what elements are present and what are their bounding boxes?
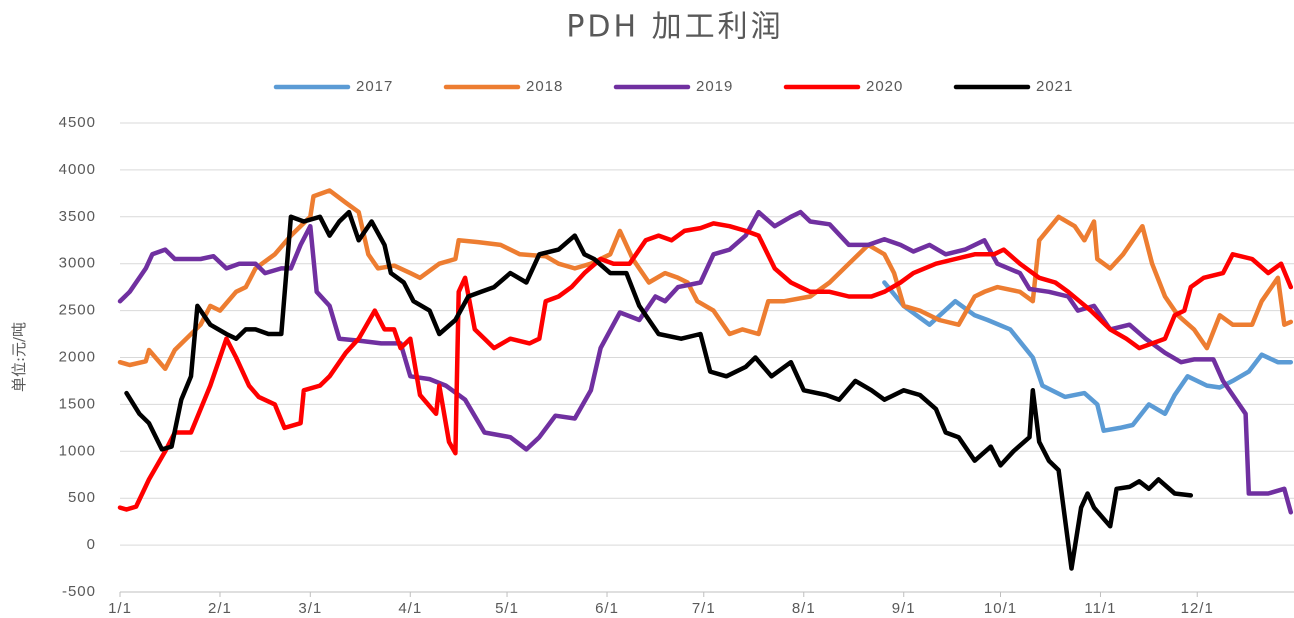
y-tick-label: 3500: [59, 208, 96, 225]
y-tick-label: 4000: [59, 161, 96, 178]
series-line: [882, 280, 1294, 433]
legend-label: 2020: [866, 78, 903, 95]
series-line: [117, 209, 1294, 515]
series-line: [117, 221, 1294, 512]
legend-label: 2018: [526, 78, 563, 95]
y-tick-label: 2000: [59, 348, 96, 365]
x-tick-label: 5/1: [495, 600, 519, 617]
y-tick-label: 2500: [59, 302, 96, 319]
legend-label: 2021: [1036, 78, 1073, 95]
x-tick-label: 7/1: [692, 600, 716, 617]
y-tick-label: 3000: [59, 255, 96, 272]
x-tick-label: 9/1: [892, 600, 916, 617]
x-tick-label: 2/1: [208, 600, 232, 617]
x-tick-label: 1/1: [108, 600, 132, 617]
y-tick-label: -500: [62, 583, 96, 600]
series-line: [124, 209, 1194, 571]
y-tick-label: 1000: [59, 442, 96, 459]
x-tick-label: 8/1: [792, 600, 816, 617]
chart-title: PDH 加工利润: [566, 10, 783, 45]
y-tick-label: 1500: [59, 395, 96, 412]
x-tick-label: 11/1: [1084, 600, 1116, 617]
x-tick-label: 12/1: [1181, 600, 1214, 617]
y-tick-label: 4500: [59, 114, 96, 131]
legend-label: 2019: [696, 78, 733, 95]
y-tick-label: 0: [87, 536, 96, 553]
y-axis-label: 单位:元/吨: [10, 322, 28, 392]
x-tick-label: 6/1: [595, 600, 619, 617]
x-tick-label: 4/1: [398, 600, 422, 617]
legend-label: 2017: [356, 78, 393, 95]
x-tick-label: 3/1: [298, 600, 322, 617]
x-tick-label: 10/1: [984, 600, 1017, 617]
y-tick-label: 500: [68, 489, 96, 506]
